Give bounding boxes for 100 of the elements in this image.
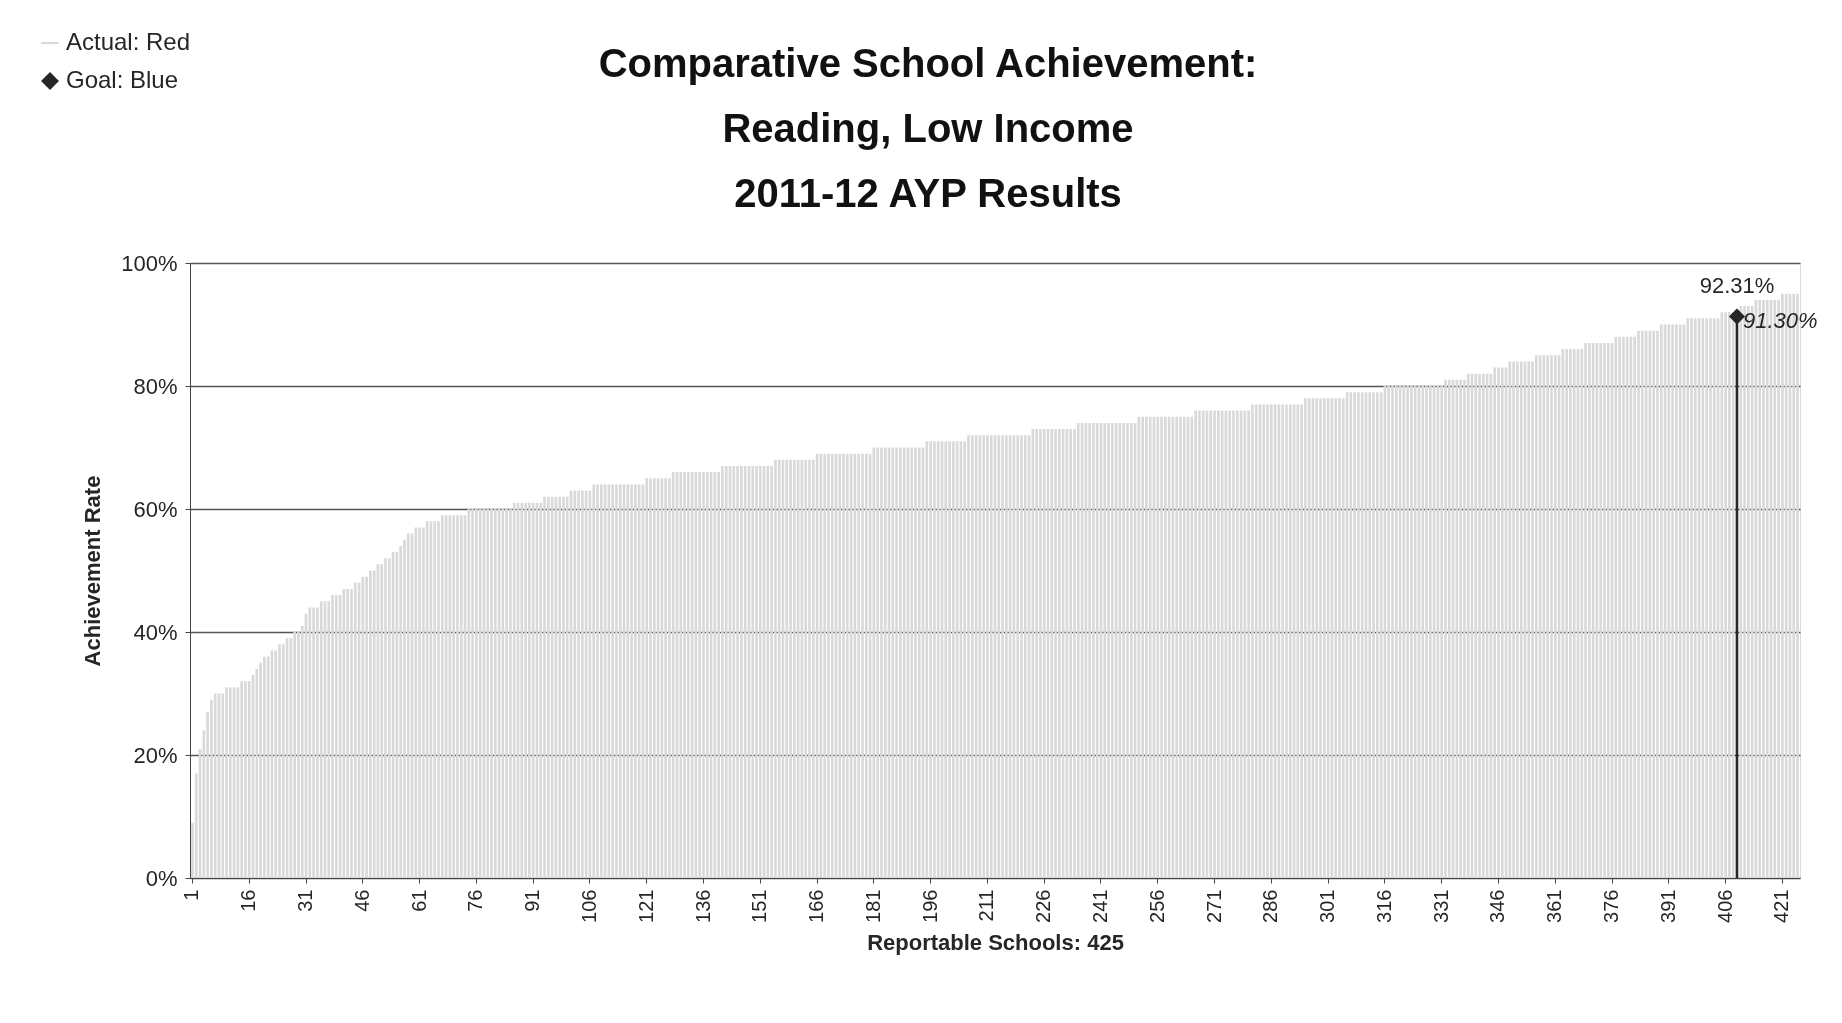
y-tick-label: 60% <box>133 496 178 522</box>
bar <box>312 607 315 878</box>
bar <box>929 441 932 878</box>
bar <box>486 509 490 878</box>
bar <box>1659 324 1663 878</box>
bar <box>1584 342 1587 878</box>
x-tick-label: 316 <box>1372 889 1395 923</box>
x-tick-label: 136 <box>691 889 714 923</box>
bar <box>611 484 614 878</box>
bar <box>899 447 902 878</box>
x-tick-label: 376 <box>1600 889 1623 923</box>
bar <box>1357 392 1360 878</box>
bar <box>1376 392 1379 878</box>
bar <box>1095 422 1099 878</box>
bar <box>634 484 637 878</box>
bar <box>1254 404 1258 878</box>
legend-label: Actual: Red <box>66 28 191 55</box>
bar <box>1694 318 1697 878</box>
bar <box>1535 355 1538 878</box>
bar <box>1406 386 1409 878</box>
bar <box>1675 324 1678 878</box>
bar <box>1712 318 1716 878</box>
bar <box>740 465 743 878</box>
bar <box>244 681 247 878</box>
bar <box>1129 422 1133 878</box>
bar <box>917 447 921 878</box>
bar <box>1251 404 1254 878</box>
bar <box>751 465 755 878</box>
bar <box>1565 349 1568 878</box>
bar <box>1391 386 1394 878</box>
bar <box>645 478 649 878</box>
bar <box>353 582 357 878</box>
bar <box>490 509 493 878</box>
bar <box>452 515 455 878</box>
bar <box>671 472 675 878</box>
bar <box>1005 435 1008 878</box>
bar <box>369 570 372 878</box>
bar <box>1315 398 1319 878</box>
bar <box>982 435 985 878</box>
x-tick-label: 181 <box>861 889 884 923</box>
bar <box>1001 435 1004 878</box>
bar <box>240 681 243 878</box>
bar <box>1599 342 1603 878</box>
bar <box>857 453 861 878</box>
bar <box>1606 342 1610 878</box>
y-tick-label: 20% <box>133 742 178 768</box>
bar <box>1569 349 1572 878</box>
bar <box>883 447 887 878</box>
bar <box>838 453 842 878</box>
bar <box>596 484 599 878</box>
bar <box>758 465 762 878</box>
bar <box>599 484 603 878</box>
x-tick-label: 406 <box>1713 889 1736 923</box>
x-tick-label: 196 <box>918 889 941 923</box>
bar <box>1500 367 1504 878</box>
bar <box>1160 416 1163 878</box>
bar <box>228 687 232 878</box>
x-tick-label: 256 <box>1145 889 1168 923</box>
bar <box>1553 355 1557 878</box>
bar <box>225 687 228 878</box>
bar <box>278 644 281 878</box>
bar <box>433 521 437 878</box>
bar <box>1429 386 1432 878</box>
bar <box>910 447 914 878</box>
bar <box>652 478 656 878</box>
bar <box>1493 367 1497 878</box>
bar <box>1319 398 1322 878</box>
bar <box>1122 422 1126 878</box>
bar <box>331 595 334 878</box>
bar <box>334 595 338 878</box>
bar <box>1103 422 1107 878</box>
bar <box>581 490 584 878</box>
bar <box>1421 386 1425 878</box>
bar <box>687 472 690 878</box>
legend-label: Goal: Blue <box>66 66 179 93</box>
bar <box>1035 429 1038 878</box>
bar <box>970 435 974 878</box>
bar <box>512 502 516 878</box>
bar <box>1709 318 1712 878</box>
bar <box>1743 306 1746 878</box>
bar <box>1353 392 1356 878</box>
bar <box>1368 392 1372 878</box>
bar <box>1444 379 1447 878</box>
bar <box>1039 429 1042 878</box>
bar <box>724 465 728 878</box>
bar <box>1156 416 1160 878</box>
x-tick-label: 1 <box>180 889 203 901</box>
x-tick-label: 301 <box>1316 889 1339 923</box>
bar <box>1182 416 1186 878</box>
x-tick-label: 331 <box>1429 889 1452 923</box>
bar <box>1334 398 1338 878</box>
bar <box>1020 435 1023 878</box>
bar <box>1372 392 1375 878</box>
bar <box>683 472 686 878</box>
bar <box>914 447 917 878</box>
bar <box>1413 386 1417 878</box>
y-tick-label: 40% <box>133 619 178 645</box>
bar <box>989 435 993 878</box>
bar <box>1394 386 1398 878</box>
bar <box>573 490 577 878</box>
